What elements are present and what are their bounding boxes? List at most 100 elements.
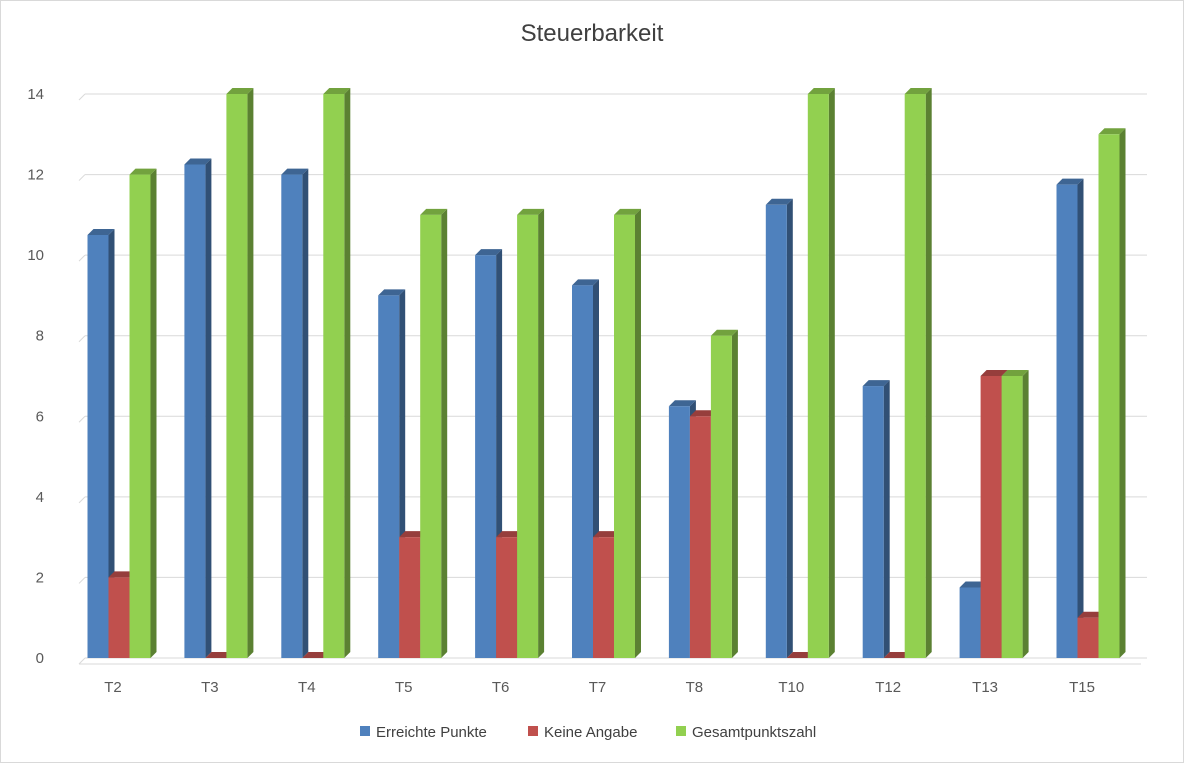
x-tick-label: T4 — [298, 679, 316, 696]
bar-front — [129, 174, 151, 659]
bar-side — [150, 168, 157, 659]
bar-T15-erreichte-punkte — [1056, 178, 1084, 658]
bar-T7-gesamtpunktszahl — [614, 208, 641, 658]
bar-front — [1001, 376, 1023, 658]
legend: Erreichte Punkte Keine Angabe Gesamtpunkts… — [360, 724, 816, 741]
legend-swatch — [360, 726, 370, 736]
bars — [87, 88, 1126, 659]
x-tick-label: T6 — [492, 679, 510, 696]
bar-top — [668, 400, 696, 407]
x-tick-label: T15 — [1069, 679, 1095, 696]
legend-swatch — [676, 726, 686, 736]
bar-side — [1022, 370, 1029, 658]
bar-top — [1077, 611, 1105, 618]
bar-top — [593, 531, 620, 538]
y-tick-label: 10 — [27, 247, 44, 264]
legend-label: Keine Angabe — [544, 724, 637, 741]
bar-front — [87, 235, 109, 658]
gridline-depth — [78, 174, 86, 181]
chart-title: Steuerbarkeit — [520, 20, 664, 47]
bar-T3-keine-angabe — [205, 652, 233, 658]
legend-item-keine-angabe: Keine Angabe — [528, 724, 637, 741]
bar-front — [420, 214, 442, 658]
x-tick-label: T12 — [875, 679, 901, 696]
bar-top — [184, 158, 212, 165]
bar-top — [205, 652, 233, 658]
legend-item-erreichte-punkte: Erreichte Punkte — [360, 724, 487, 741]
bar-front — [399, 537, 421, 658]
x-tick-label: T10 — [778, 679, 804, 696]
x-tick-label: T5 — [395, 679, 413, 696]
bar-front — [281, 174, 303, 659]
bar-top — [378, 289, 406, 296]
gridline-depth — [78, 254, 86, 262]
x-tick-label: T2 — [104, 679, 122, 696]
bar-T5-gesamtpunktszahl — [420, 208, 448, 658]
bar-top — [1056, 178, 1084, 185]
bar-front — [378, 295, 400, 658]
legend-item-gesamtpunktszahl: Gesamtpunktszahl — [676, 724, 816, 741]
bar-T6-gesamtpunktszahl — [517, 208, 545, 658]
bar-side — [538, 208, 545, 658]
bar-top — [883, 652, 911, 658]
bar-side — [883, 380, 890, 658]
gridline-depth — [78, 415, 86, 423]
legend-label: Gesamtpunktszahl — [692, 724, 816, 741]
x-tick-label: T8 — [686, 679, 704, 696]
bar-front — [593, 537, 614, 658]
bar-top — [689, 410, 717, 417]
bar-top — [517, 208, 545, 215]
x-tick-label: T13 — [972, 679, 998, 696]
bar-top — [87, 229, 115, 235]
bar-top — [862, 380, 890, 387]
bar-front — [1056, 184, 1078, 658]
y-tick-label: 8 — [36, 328, 44, 345]
bar-T10-gesamtpunktszahl — [807, 88, 835, 658]
bar-top — [226, 88, 254, 94]
bar-top — [765, 198, 793, 205]
bar-top — [572, 279, 599, 286]
legend-swatch — [528, 726, 538, 736]
bar-T12-gesamtpunktszahl — [904, 88, 932, 658]
bar-top — [496, 531, 524, 538]
bar-T3-gesamtpunktszahl — [226, 88, 254, 658]
bar-front — [496, 537, 518, 658]
bar-side — [828, 88, 835, 658]
bar-T12-erreichte-punkte — [862, 380, 890, 658]
y-tick-label: 2 — [36, 569, 44, 586]
bar-top — [904, 88, 932, 94]
bar-side — [786, 198, 793, 659]
bar-top — [1098, 128, 1126, 135]
bar-top — [281, 168, 309, 175]
bar-front — [710, 335, 732, 658]
bar-top — [108, 571, 136, 578]
bar-front — [1098, 134, 1120, 659]
bar-T4-keine-angabe — [302, 652, 330, 658]
bar-side — [205, 158, 212, 658]
y-tick-label: 12 — [27, 167, 44, 184]
bar-side — [344, 88, 351, 658]
bar-side — [302, 168, 309, 659]
bar-top — [399, 531, 427, 538]
bar-T2-gesamtpunktszahl — [129, 168, 157, 659]
bar-T4-erreichte-punkte — [281, 168, 309, 659]
bar-top — [710, 329, 738, 336]
bar-front — [980, 376, 1002, 658]
bar-T3-erreichte-punkte — [184, 158, 212, 658]
gridline-depth — [78, 577, 86, 584]
bar-T2-erreichte-punkte — [87, 229, 115, 658]
bar-top — [323, 88, 351, 94]
bar-top — [980, 370, 1008, 376]
bar-side — [247, 88, 254, 658]
bar-front — [904, 94, 926, 658]
bar-side — [925, 88, 932, 658]
bar-front — [184, 164, 206, 658]
x-tick-label: T3 — [201, 679, 219, 696]
bar-front — [689, 416, 711, 658]
bar-T12-keine-angabe — [883, 652, 911, 658]
bar-front — [226, 94, 248, 658]
bar-top — [475, 249, 503, 256]
bar-side — [635, 208, 641, 658]
bar-front — [475, 255, 497, 658]
